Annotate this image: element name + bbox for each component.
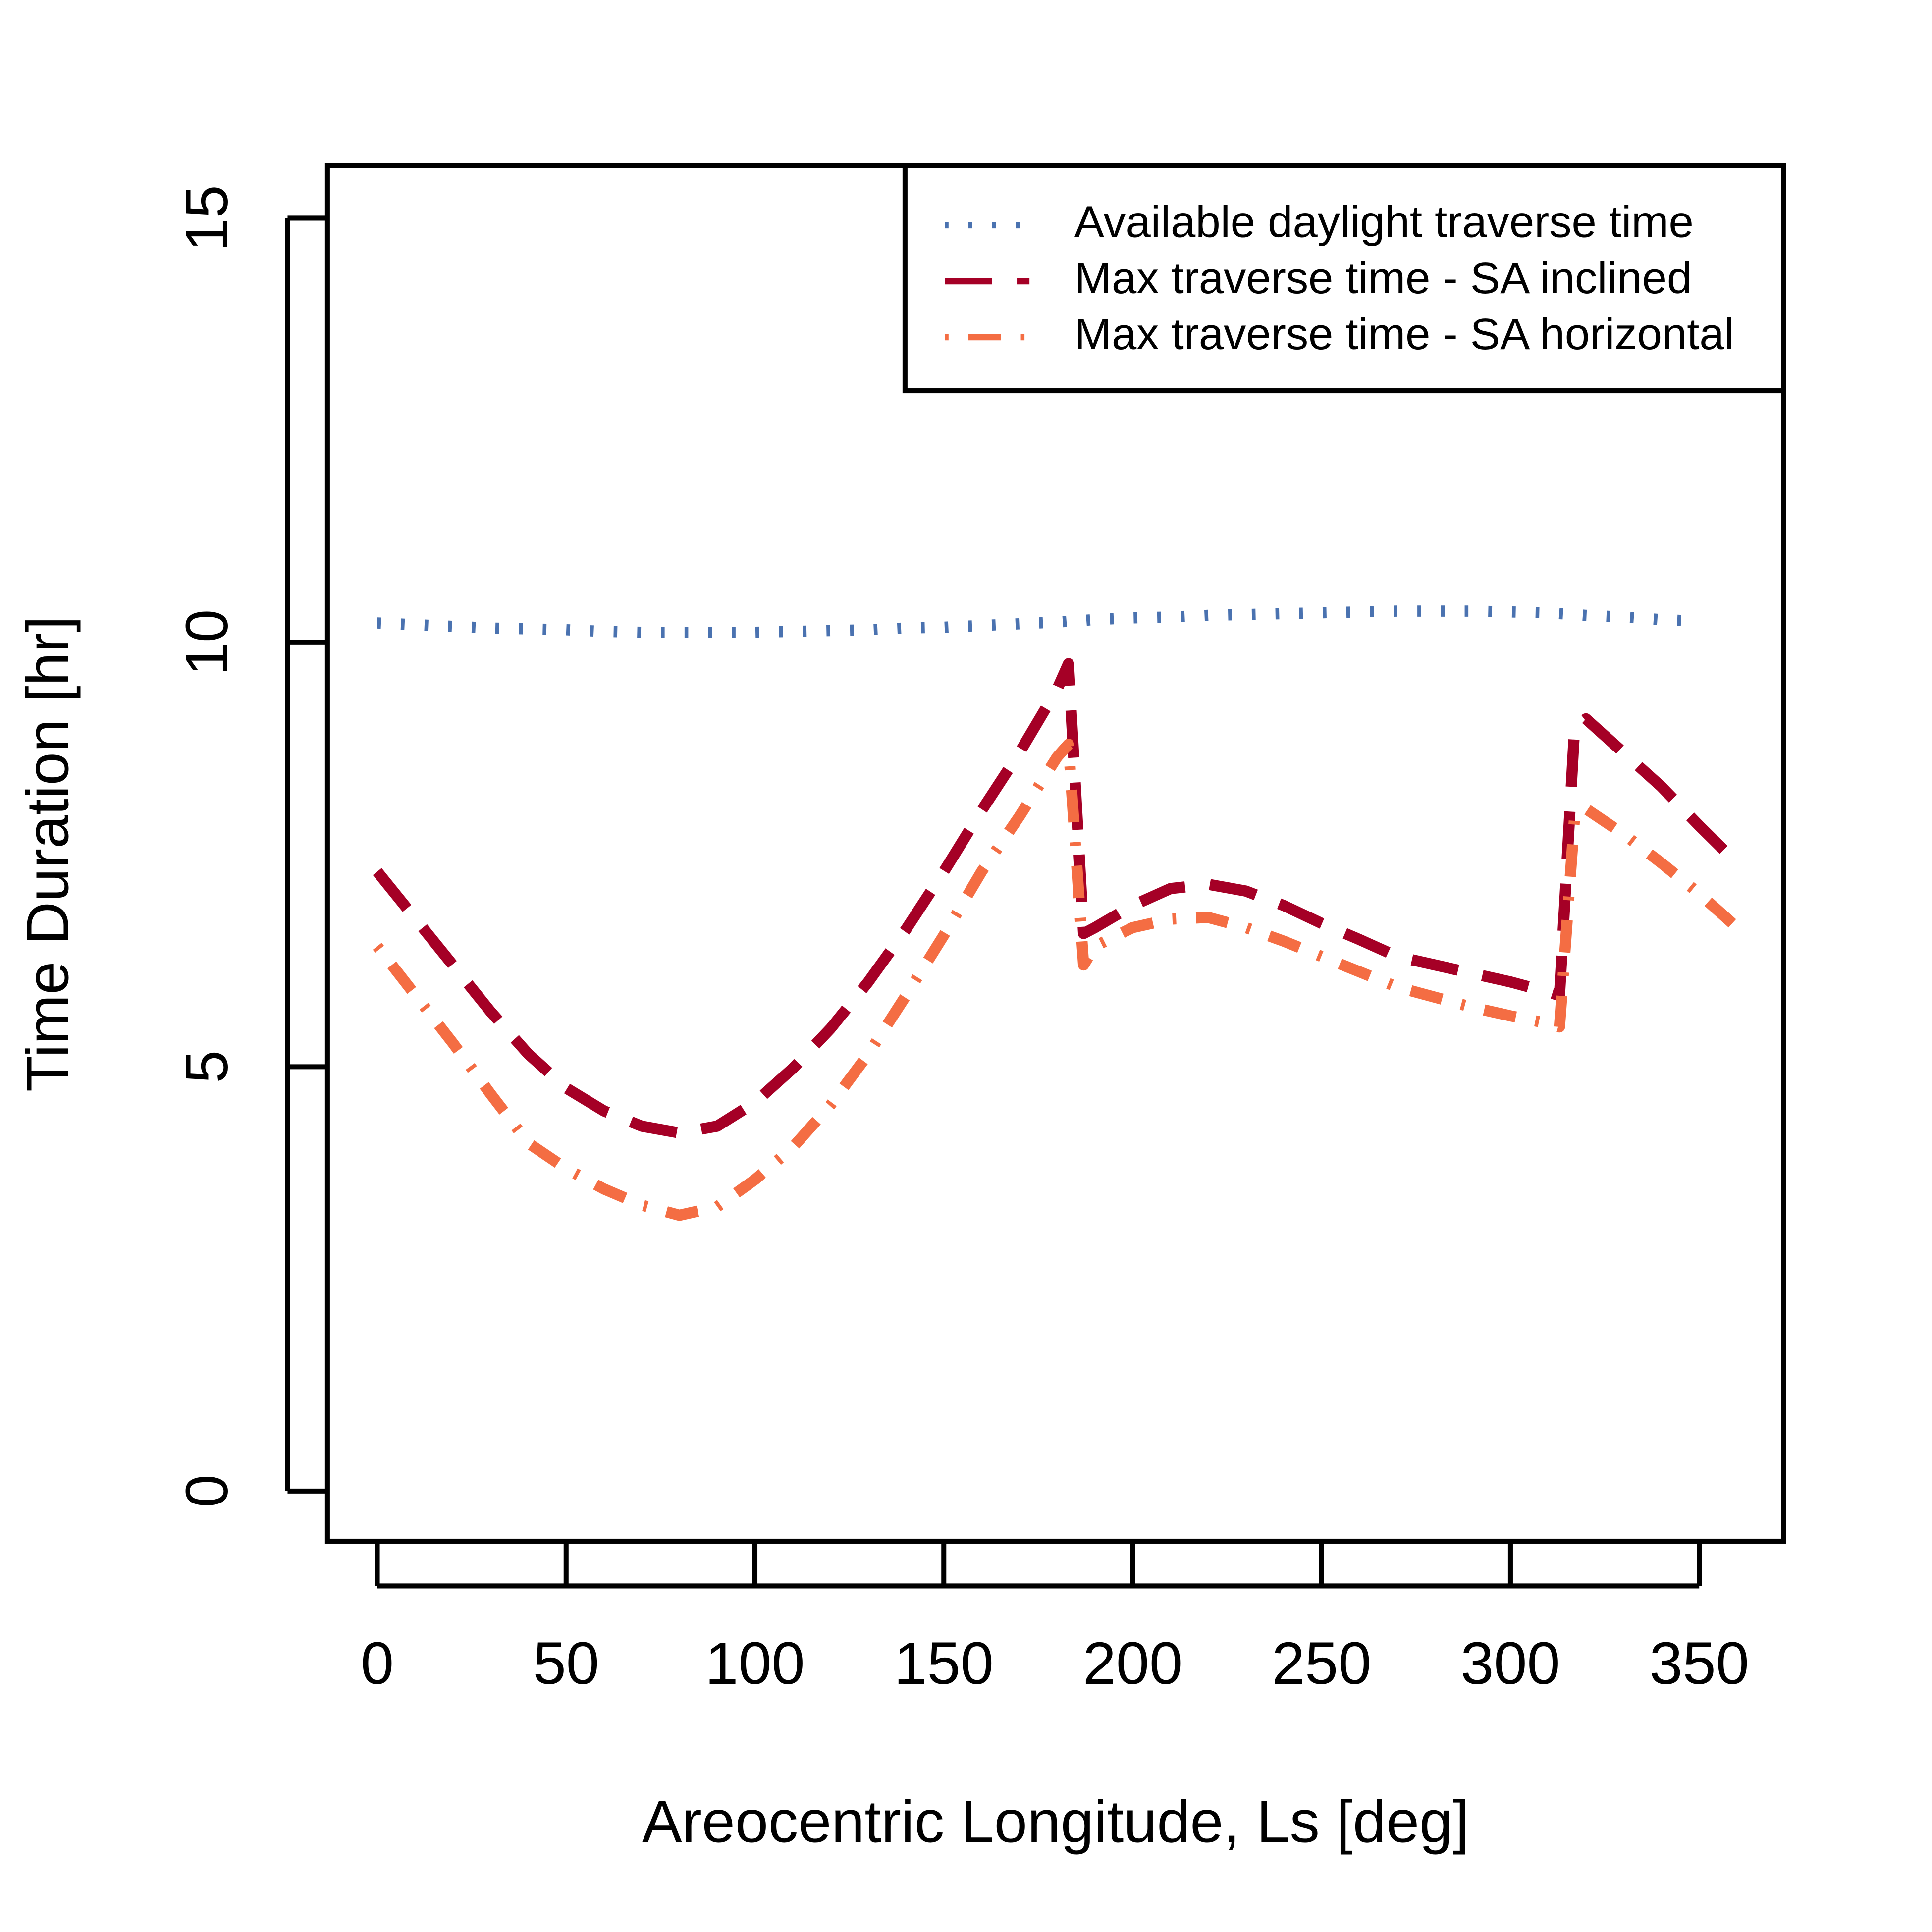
legend-label: Max traverse time - SA inclined <box>1074 253 1692 303</box>
x-tick-label: 100 <box>705 1630 805 1697</box>
x-tick-label: 50 <box>533 1630 599 1697</box>
y-tick-label: 0 <box>173 1474 240 1507</box>
y-tick-label: 15 <box>173 185 240 251</box>
x-tick-label: 0 <box>361 1630 394 1697</box>
legend: Available daylight traverse time Max trav… <box>902 163 1786 394</box>
x-tick-label: 250 <box>1272 1630 1371 1697</box>
legend-label: Max traverse time - SA horizontal <box>1074 309 1734 359</box>
x-tick-label: 300 <box>1460 1630 1560 1697</box>
x-axis-label: Areocentric Longitude, Ls [deg] <box>642 1788 1469 1855</box>
x-tick-label: 150 <box>894 1630 994 1697</box>
series-line <box>373 739 1741 1221</box>
series-line <box>373 658 1741 1139</box>
legend-box <box>902 163 1786 394</box>
x-tick-label: 350 <box>1650 1630 1749 1697</box>
legend-label: Available daylight traverse time <box>1074 197 1694 247</box>
y-tick-label: 10 <box>173 609 240 676</box>
x-tick-label: 200 <box>1083 1630 1182 1697</box>
y-axis-label: Time Duration [hr] <box>14 616 81 1092</box>
y-tick-label: 5 <box>173 1050 240 1083</box>
